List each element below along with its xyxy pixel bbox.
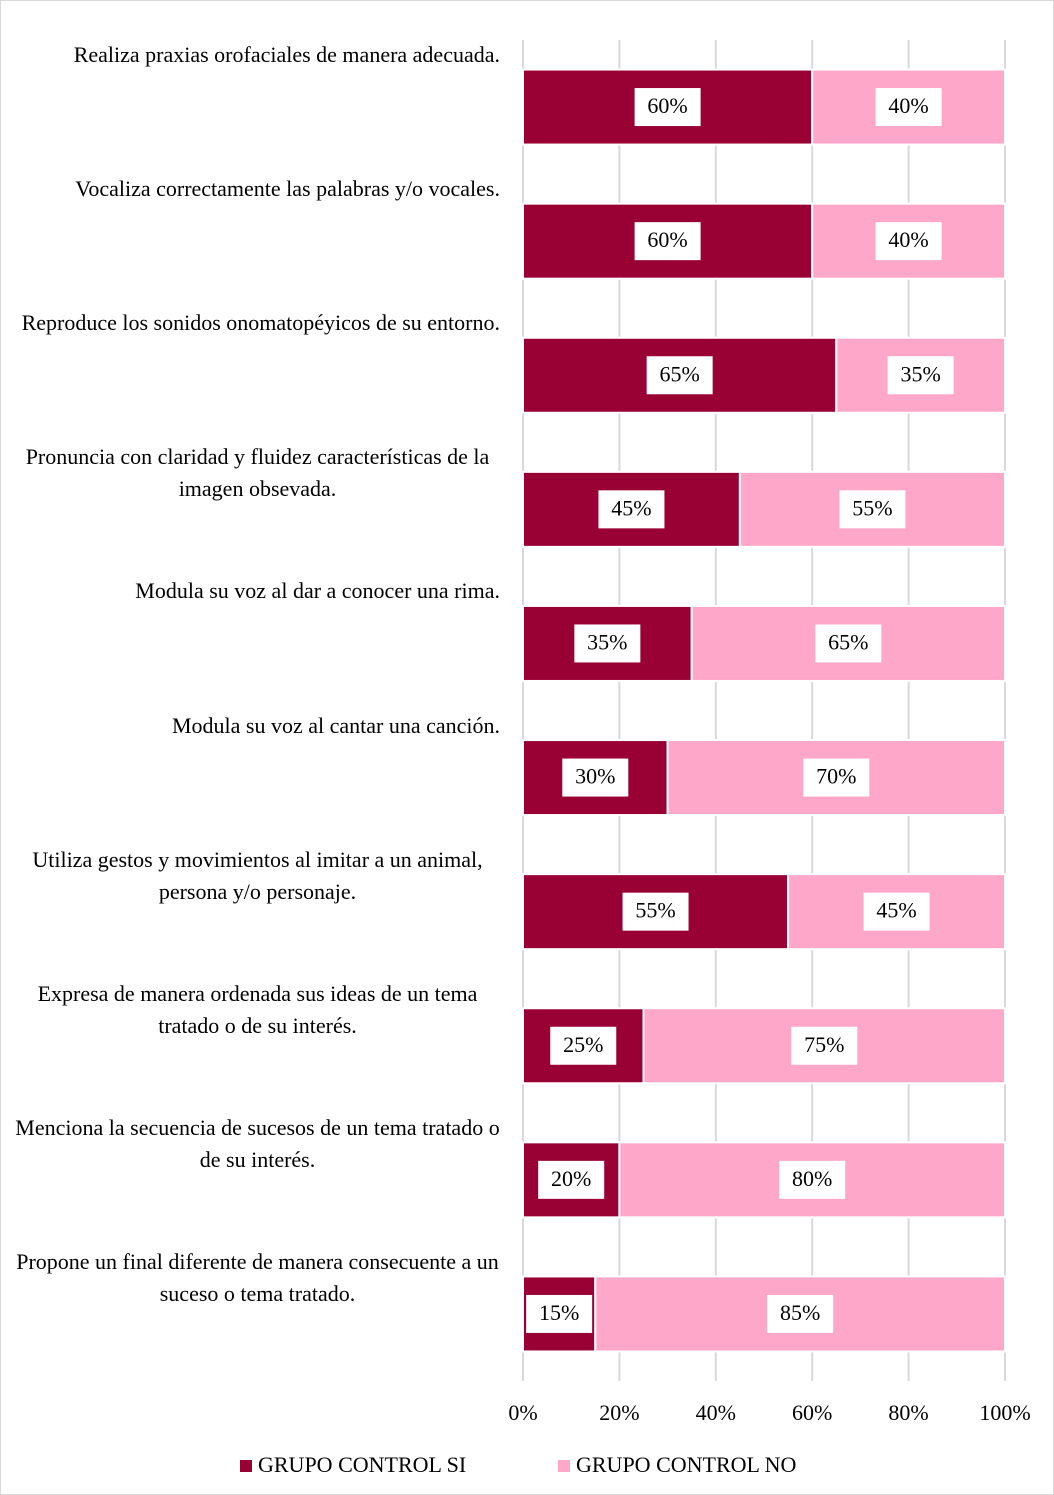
category-label-box: Modula su voz al dar a conocer una rima. <box>10 575 500 607</box>
data-label: 15% <box>539 1300 579 1325</box>
x-tick-label: 80% <box>888 1400 928 1425</box>
category-label: Utiliza gestos y movimientos al imitar a… <box>32 846 483 904</box>
data-label-box <box>791 1026 858 1065</box>
data-label: 85% <box>780 1300 820 1325</box>
data-label: 65% <box>828 629 868 654</box>
x-tick-label: 60% <box>792 1400 832 1425</box>
data-label-box <box>863 892 930 931</box>
data-label-box <box>598 490 665 529</box>
data-label: 45% <box>876 898 916 923</box>
data-label: 60% <box>647 227 687 252</box>
data-label: 75% <box>804 1032 844 1057</box>
bar <box>642 1007 1006 1085</box>
data-label: 65% <box>659 361 699 386</box>
category-label-box: Utiliza gestos y movimientos al imitar a… <box>10 844 500 908</box>
data-label-box <box>562 758 629 797</box>
data-label-box <box>574 624 641 663</box>
category-label-box: Modula su voz al cantar una canción. <box>10 710 500 742</box>
data-label: 25% <box>563 1032 603 1057</box>
category-label-box: Expresa de manera ordenada sus ideas de … <box>10 978 500 1042</box>
data-label-box <box>887 356 954 395</box>
category-label: Menciona la secuencia de sucesos de un t… <box>15 1114 500 1172</box>
category-label: Vocaliza correctamente las palabras y/o … <box>75 176 500 202</box>
data-label: 45% <box>611 495 651 520</box>
data-label: 55% <box>635 898 675 923</box>
category-label-box: Menciona la secuencia de sucesos de un t… <box>10 1112 500 1176</box>
data-label-box <box>622 892 689 931</box>
category-label: Realiza praxias orofaciales de manera ad… <box>73 42 500 68</box>
data-label: 35% <box>587 629 627 654</box>
data-label: 70% <box>816 764 856 789</box>
category-label: Propone un final diferente de manera con… <box>16 1248 499 1306</box>
category-label-box: Reproduce los sonidos onomatopéyicos de … <box>10 307 500 339</box>
data-label: 55% <box>852 495 892 520</box>
data-label-box <box>875 88 942 127</box>
x-tick-label: 40% <box>696 1400 736 1425</box>
x-tick-label: 0% <box>508 1400 537 1425</box>
data-label: 80% <box>792 1166 832 1191</box>
category-label-box: Propone un final diferente de manera con… <box>10 1246 500 1310</box>
category-label-box: Vocaliza correctamente las palabras y/o … <box>10 173 500 205</box>
data-label-box <box>538 1160 605 1199</box>
x-tick-label: 20% <box>599 1400 639 1425</box>
data-label: 35% <box>900 361 940 386</box>
legend-label: GRUPO CONTROL SI <box>258 1452 466 1477</box>
data-label: 60% <box>647 93 687 118</box>
category-label: Pronuncia con claridad y fluidez caracte… <box>25 444 490 502</box>
category-label: Modula su voz al cantar una canción. <box>171 712 500 738</box>
category-label: Modula su voz al dar a conocer una rima. <box>135 578 500 604</box>
legend-swatch <box>240 1460 252 1472</box>
data-label: 20% <box>551 1166 591 1191</box>
legend-swatch <box>558 1460 570 1472</box>
data-label: 40% <box>888 227 928 252</box>
data-label-box <box>634 88 701 127</box>
data-label-box <box>815 624 882 663</box>
data-label-box <box>779 1160 846 1199</box>
category-label-box: Realiza praxias orofaciales de manera ad… <box>10 39 500 71</box>
data-label-box <box>634 222 701 261</box>
category-label: Reproduce los sonidos onomatopéyicos de … <box>21 310 500 336</box>
data-label: 30% <box>575 764 615 789</box>
data-label: 40% <box>888 93 928 118</box>
category-label: Expresa de manera ordenada sus ideas de … <box>37 980 478 1038</box>
data-label-box <box>767 1294 834 1333</box>
data-label-box <box>550 1026 617 1065</box>
legend-label: GRUPO CONTROL NO <box>576 1452 796 1477</box>
data-label-box <box>526 1294 593 1333</box>
data-label-box <box>803 758 870 797</box>
category-label-box: Pronuncia con claridad y fluidez caracte… <box>10 441 500 505</box>
data-label-box <box>839 490 906 529</box>
data-label-box <box>875 222 942 261</box>
data-label-box <box>646 356 713 395</box>
x-tick-label: 100% <box>979 1400 1030 1425</box>
